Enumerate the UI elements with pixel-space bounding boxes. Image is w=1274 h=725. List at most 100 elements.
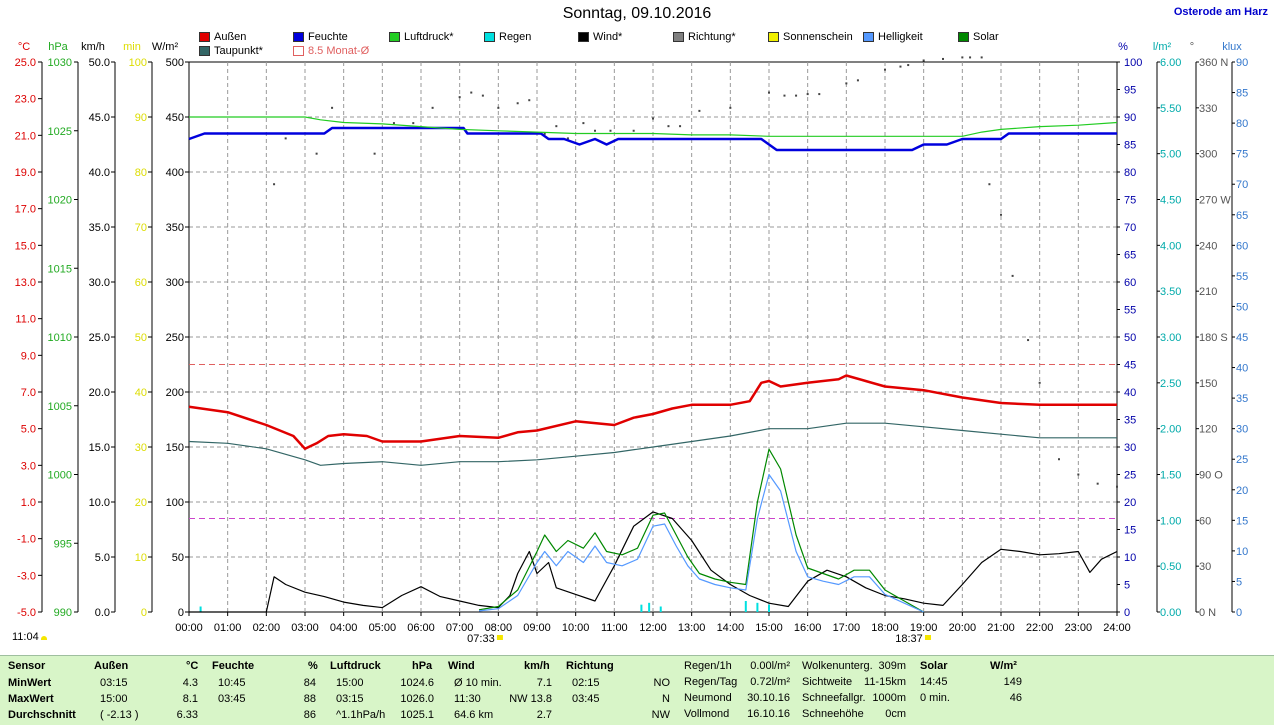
weather-chart: 00:00 01:00 02:00 03:00 04:00 05:00 06:00 07:00… [15, 41, 1249, 645]
extra-value: 309m [878, 660, 906, 672]
tick-label-lux: 70 [1236, 179, 1248, 191]
luftdruck-time: ^1.1hPa/h [336, 709, 386, 721]
legend-label: Luftdruck* [404, 31, 454, 43]
direction-point [1011, 274, 1014, 277]
legend-item-5: Richtung* [673, 31, 736, 43]
legend-swatch [673, 32, 684, 42]
x-tick-label: 05:00 [369, 622, 397, 634]
x-tick-label: 22:00 [1026, 622, 1054, 634]
direction-point [543, 132, 546, 135]
richtung-value: NO [653, 677, 671, 689]
axis-unit-pressure: hPa [48, 41, 68, 53]
sunset-icon [924, 635, 931, 640]
direction-point [481, 94, 484, 97]
tick-label-rain: 3.50 [1160, 286, 1181, 298]
tick-label-direction: 90 O [1199, 470, 1223, 482]
tick-label-humidity: 100 [1124, 57, 1142, 69]
extra-key: Regen/1h [684, 660, 732, 672]
tick-label-solar: 100 [166, 497, 184, 509]
rain-bar [744, 601, 747, 612]
direction-point [795, 94, 798, 97]
legend-swatch [768, 32, 779, 42]
sunrise-icon [496, 635, 503, 640]
wind-time: 11:30 [454, 693, 481, 705]
x-tick-label: 14:00 [717, 622, 745, 634]
tick-label-direction: 120 [1199, 424, 1217, 436]
summary-table: Sensor MinWert MaxWert Durchschnitt Auße… [0, 655, 1274, 725]
extra-value: 0.72l/m² [750, 676, 790, 688]
tick-label-rain: 5.00 [1160, 149, 1181, 161]
tick-label-humidity: 70 [1124, 222, 1136, 234]
tick-label-rain: 6.00 [1160, 57, 1181, 69]
x-tick-label: 10:00 [562, 622, 590, 634]
tick-label-direction: 150 [1199, 378, 1217, 390]
tick-label-temp: 9.0 [21, 350, 36, 362]
tick-label-humidity: 20 [1124, 497, 1136, 509]
tick-label-lux: 45 [1236, 332, 1248, 344]
tick-label-sun: 0 [141, 607, 147, 619]
row-label-min: MinWert [8, 677, 52, 689]
tick-label-lux: 30 [1236, 424, 1248, 436]
tick-label-solar: 0 [178, 607, 184, 619]
series-line-luftdruck [189, 116, 1118, 137]
direction-point [884, 68, 886, 71]
x-tick-label: 00:00 [175, 622, 203, 634]
tick-label-temp: 5.0 [21, 424, 36, 436]
hdr-aussen-unit: °C [186, 660, 199, 672]
rain-bar [756, 602, 759, 612]
tick-label-temp: 3.0 [21, 460, 36, 472]
tick-label-sun: 40 [135, 387, 147, 399]
tick-label-rain: 1.50 [1160, 470, 1181, 482]
hdr-wind-unit: km/h [524, 660, 550, 672]
direction-point [729, 106, 732, 109]
tick-label-lux: 80 [1236, 118, 1248, 130]
tick-label-sun: 70 [135, 222, 147, 234]
legend-label: Wind* [593, 31, 623, 43]
direction-point [856, 79, 859, 82]
tick-label-wind: 35.0 [89, 222, 110, 234]
legend-label: Solar [973, 31, 999, 43]
legend-swatch [199, 32, 210, 42]
rain-bar [648, 602, 651, 612]
tick-label-temp: 13.0 [15, 277, 36, 289]
axis-unit-temp: °C [18, 41, 30, 53]
direction-point [497, 106, 500, 109]
extra-value: 11-15km [864, 676, 906, 688]
wind-value: 7.1 [536, 677, 552, 689]
x-tick-label: 01:00 [214, 622, 242, 634]
tick-label-lux: 5 [1236, 576, 1242, 588]
direction-point [1027, 339, 1030, 342]
legend-swatch [484, 32, 495, 42]
legend-item-6: Sonnenschein [768, 31, 853, 43]
x-tick-label: 16:00 [794, 622, 822, 634]
direction-point [412, 122, 415, 125]
hdr-solar: Solar [920, 660, 948, 672]
tick-label-temp: 23.0 [15, 94, 36, 106]
tick-label-solar: 150 [166, 442, 184, 454]
aussen-value: 8.1 [182, 693, 198, 705]
x-tick-label: 09:00 [523, 622, 551, 634]
tick-label-direction: 0 N [1199, 607, 1216, 619]
direction-point [698, 109, 701, 112]
axis-unit-sun: min [123, 41, 141, 53]
tick-label-direction: 270 W [1199, 195, 1231, 207]
rain-bar [659, 606, 662, 612]
tick-label-wind: 20.0 [89, 387, 110, 399]
rain-bar [768, 604, 770, 612]
extra-key: Sichtweite [802, 676, 853, 688]
tick-label-pressure: 995 [54, 538, 72, 550]
x-tick-label: 11:00 [601, 622, 628, 634]
tick-label-solar: 400 [166, 167, 184, 179]
direction-point [942, 57, 944, 60]
extra-value: 30.10.16 [747, 692, 790, 704]
x-tick-label: 08:00 [485, 622, 513, 634]
legend-swatch [958, 32, 969, 42]
tick-label-lux: 75 [1236, 149, 1248, 161]
tick-label-humidity: 75 [1124, 195, 1136, 207]
tick-label-solar: 350 [166, 222, 184, 234]
row-label-avg: Durchschnitt [8, 709, 76, 721]
x-tick-label: 12:00 [639, 622, 667, 634]
x-tick-label: 03:00 [291, 622, 319, 634]
tick-label-solar: 200 [166, 387, 184, 399]
tick-label-lux: 0 [1236, 607, 1242, 619]
